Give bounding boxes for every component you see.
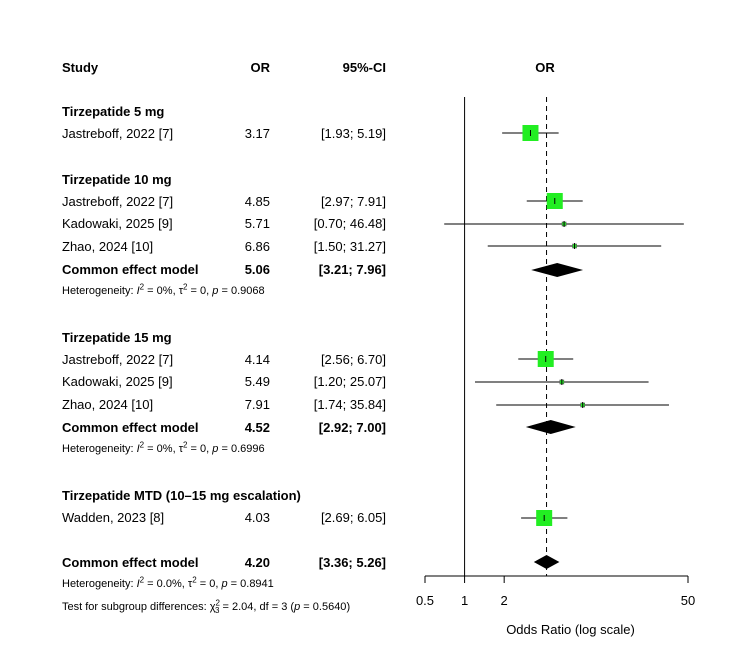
summary-diamond [533,555,560,569]
study-or: 3.17 [244,126,270,141]
summary-or: 5.06 [244,262,270,277]
x-axis-label: Odds Ratio (log scale) [506,622,635,637]
header-or: OR [250,60,271,75]
study-ci: [1.93; 5.19] [320,126,386,141]
study-or: 7.91 [244,397,270,412]
study-ci: [2.69; 6.05] [320,510,386,525]
group-title: Tirzepatide 10 mg [62,172,172,187]
group-title: Tirzepatide 15 mg [62,330,172,345]
header-study: Study [62,60,99,75]
study-label: Zhao, 2024 [10] [62,239,154,254]
summary-ci: [3.21; 7.96] [318,262,386,277]
study-label: Jastreboff, 2022 [7] [62,126,174,141]
heterogeneity-text: Heterogeneity: I2 = 0%, τ2 = 0, p = 0.69… [62,440,265,455]
header-ci: 95%-CI [342,60,386,75]
header-plot: OR [535,60,555,75]
study-label: Kadowaki, 2025 [9] [62,216,173,231]
summary-diamond [531,263,584,277]
summary-or: 4.52 [244,420,270,435]
overall-ci: [3.36; 5.26] [318,555,386,570]
study-ci: [0.70; 46.48] [313,216,386,231]
group-title: Tirzepatide 5 mg [62,104,165,119]
study-or: 5.71 [244,216,270,231]
study-or: 5.49 [244,374,270,389]
study-ci: [1.20; 25.07] [313,374,386,389]
overall-heterogeneity-text: Heterogeneity: I2 = 0.0%, τ2 = 0, p = 0.… [62,575,274,590]
subgroup-test-text: Test for subgroup differences: χ23 = 2.0… [62,598,351,616]
x-tick-label: 1 [461,593,468,608]
study-or: 4.14 [244,352,270,367]
group-title: Tirzepatide MTD (10–15 mg escalation) [62,488,301,503]
study-or: 6.86 [244,239,270,254]
study-label: Kadowaki, 2025 [9] [62,374,173,389]
heterogeneity-text: Heterogeneity: I2 = 0%, τ2 = 0, p = 0.90… [62,282,265,297]
summary-label: Common effect model [62,262,199,277]
x-tick-label: 50 [681,593,695,608]
study-ci: [1.74; 35.84] [313,397,386,412]
study-or: 4.85 [244,194,270,209]
x-tick-label: 0.5 [416,593,434,608]
study-ci: [1.50; 31.27] [313,239,386,254]
study-label: Zhao, 2024 [10] [62,397,154,412]
overall-or: 4.20 [244,555,270,570]
study-ci: [2.97; 7.91] [320,194,386,209]
summary-ci: [2.92; 7.00] [318,420,386,435]
study-label: Jastreboff, 2022 [7] [62,352,174,367]
overall-label: Common effect model [62,555,199,570]
study-label: Jastreboff, 2022 [7] [62,194,174,209]
study-or: 4.03 [244,510,270,525]
x-tick-label: 2 [501,593,508,608]
summary-label: Common effect model [62,420,199,435]
summary-diamond [525,420,576,434]
study-label: Wadden, 2023 [8] [62,510,165,525]
study-ci: [2.56; 6.70] [320,352,386,367]
